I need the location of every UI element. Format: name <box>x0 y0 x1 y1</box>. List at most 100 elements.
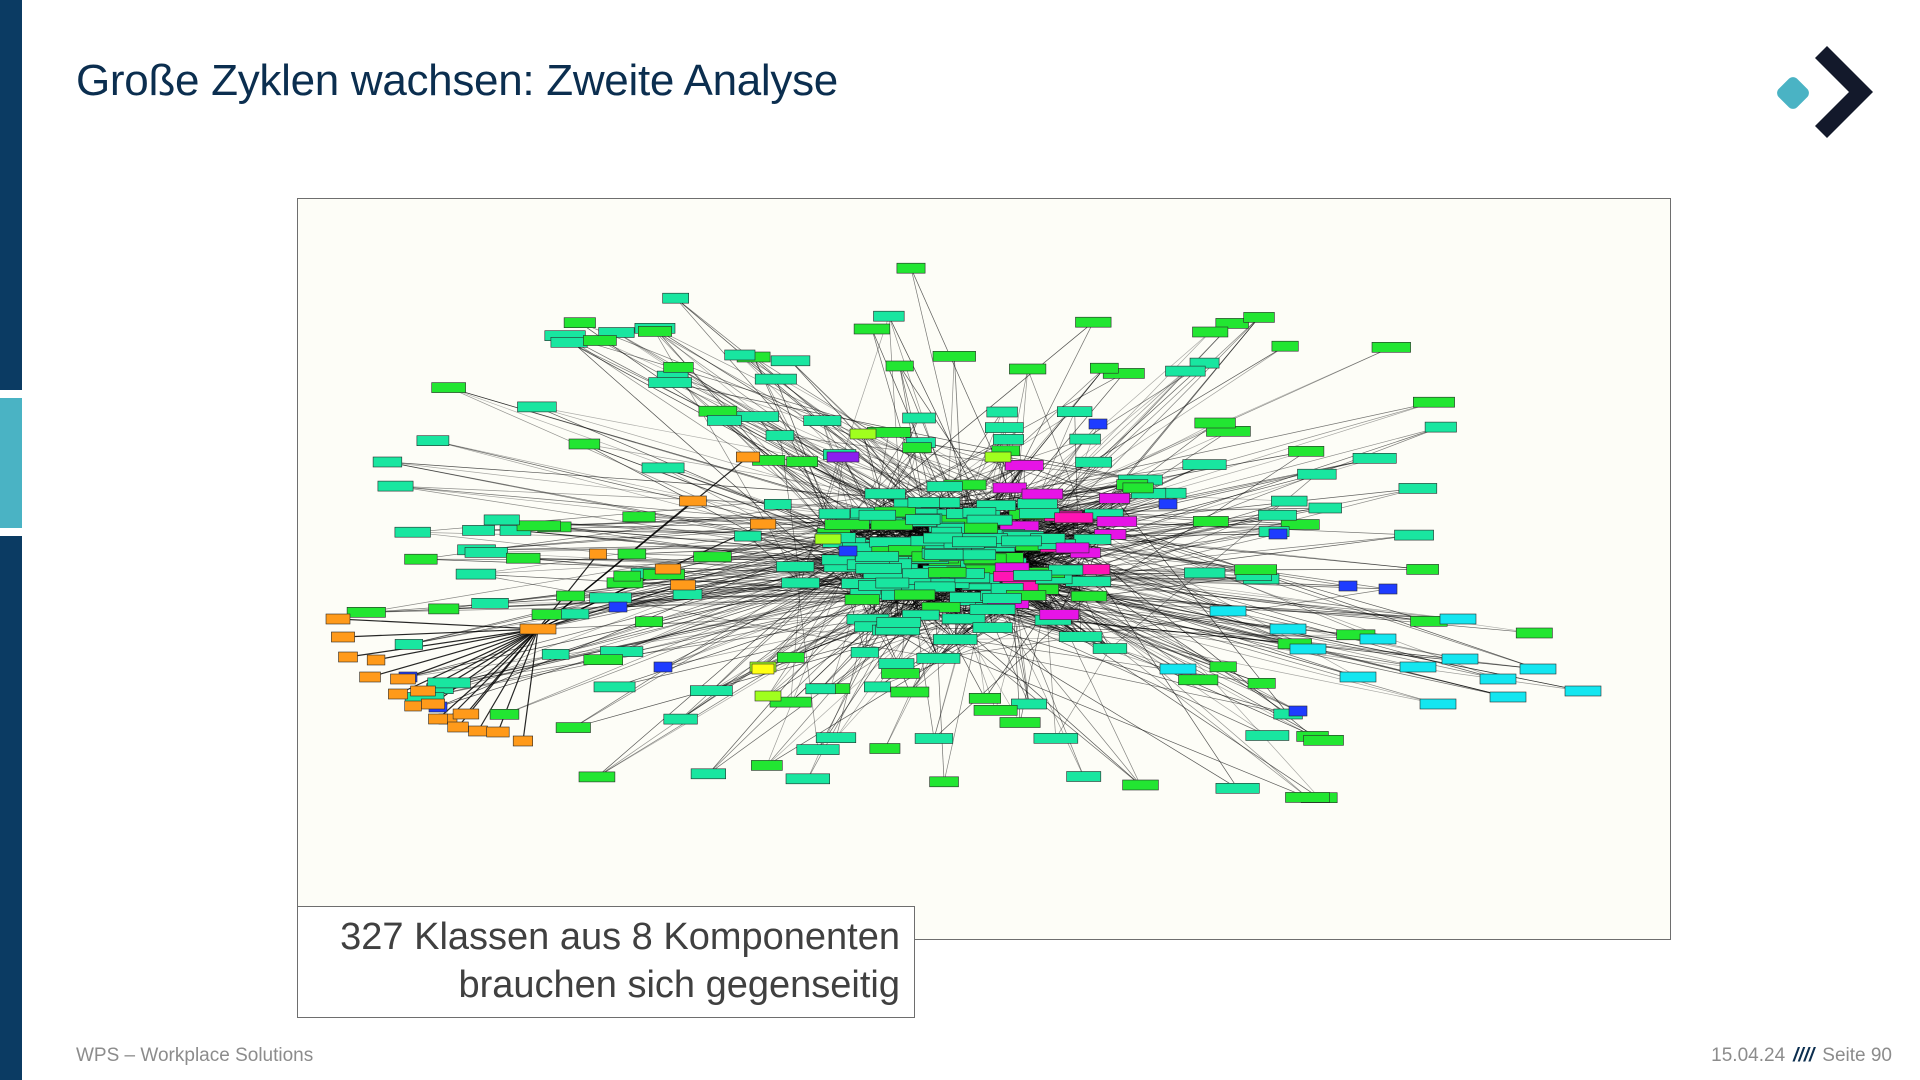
class-node <box>1048 564 1084 576</box>
class-node <box>776 652 805 663</box>
class-node <box>932 351 976 362</box>
class-node <box>818 508 851 520</box>
class-node <box>464 547 508 558</box>
class-node <box>679 495 707 507</box>
class-node <box>1215 318 1249 329</box>
class-node <box>1339 671 1377 683</box>
class-node <box>421 698 445 710</box>
class-node <box>541 648 570 660</box>
class-node <box>1424 421 1457 433</box>
class-node <box>447 721 469 733</box>
class-node <box>637 326 672 337</box>
class-node <box>933 634 978 645</box>
class-node <box>902 412 936 424</box>
footer-date: 15.04.24 <box>1711 1045 1786 1066</box>
class-node <box>1075 316 1112 328</box>
class-node <box>1303 734 1344 746</box>
class-node <box>1098 492 1130 504</box>
class-node <box>855 551 899 562</box>
class-node <box>486 726 510 738</box>
class-node <box>952 536 997 548</box>
class-node <box>690 768 727 780</box>
class-node <box>929 776 959 788</box>
class-node <box>1215 782 1260 794</box>
class-node <box>1439 613 1477 625</box>
class-node <box>1285 792 1330 803</box>
class-node <box>1069 433 1101 445</box>
class-node <box>589 548 607 560</box>
class-node <box>838 545 858 557</box>
class-node <box>914 733 954 744</box>
class-node <box>431 382 466 393</box>
class-node <box>1075 456 1113 468</box>
class-node <box>896 262 926 274</box>
class-node <box>483 514 520 526</box>
class-node <box>672 588 703 600</box>
class-node <box>416 435 450 446</box>
class-node <box>1297 468 1337 480</box>
class-node <box>1009 363 1047 375</box>
class-node <box>855 563 902 574</box>
class-node <box>785 773 831 785</box>
class-node <box>1234 564 1278 576</box>
class-node <box>770 355 811 367</box>
class-node <box>1399 661 1437 673</box>
class-node <box>973 704 1018 716</box>
class-node <box>506 552 541 564</box>
class-node <box>754 690 782 702</box>
class-node <box>1058 631 1103 643</box>
class-node <box>1092 643 1128 654</box>
class-node <box>707 415 742 426</box>
class-node <box>1419 698 1457 710</box>
class-node <box>751 663 775 675</box>
class-node <box>1194 417 1236 429</box>
class-node <box>1004 459 1044 471</box>
caption-line-2: brauchen sich gegenseitig <box>458 964 900 1006</box>
class-node <box>873 310 905 322</box>
class-node <box>331 631 355 643</box>
class-node <box>428 713 448 725</box>
class-node <box>359 671 381 683</box>
class-node <box>1289 643 1327 655</box>
class-node <box>404 700 422 712</box>
class-node <box>1182 459 1227 470</box>
class-node <box>698 405 738 417</box>
class-node <box>905 514 941 525</box>
class-node <box>1519 663 1557 675</box>
class-node <box>1258 509 1297 521</box>
class-node <box>776 561 815 572</box>
class-node <box>1269 623 1307 635</box>
class-node <box>1479 673 1517 685</box>
class-node <box>999 717 1041 728</box>
class-node <box>1017 498 1058 510</box>
dependency-graph <box>297 198 1671 940</box>
class-node <box>1288 446 1325 457</box>
class-node <box>1371 342 1411 353</box>
class-node <box>923 549 964 561</box>
class-node <box>563 317 596 328</box>
class-node <box>589 592 632 604</box>
class-node <box>455 568 497 580</box>
class-node <box>1268 528 1288 540</box>
class-node <box>568 438 601 450</box>
class-node <box>1209 605 1247 617</box>
class-node <box>864 488 906 500</box>
class-node <box>824 519 870 530</box>
class-node <box>1089 362 1119 374</box>
class-node <box>754 373 797 385</box>
class-node <box>885 360 914 372</box>
class-node <box>516 520 561 532</box>
class-node <box>663 713 698 725</box>
class-node <box>962 549 997 561</box>
class-node <box>325 613 351 625</box>
class-node <box>613 570 641 582</box>
class-node <box>1280 519 1320 530</box>
class-node <box>583 654 623 666</box>
class-node <box>366 654 386 666</box>
class-node <box>876 616 922 628</box>
class-node <box>796 744 840 755</box>
side-accent-bar-middle <box>0 398 22 528</box>
class-node <box>1413 396 1455 408</box>
class-node <box>921 601 961 613</box>
class-node <box>468 725 488 737</box>
